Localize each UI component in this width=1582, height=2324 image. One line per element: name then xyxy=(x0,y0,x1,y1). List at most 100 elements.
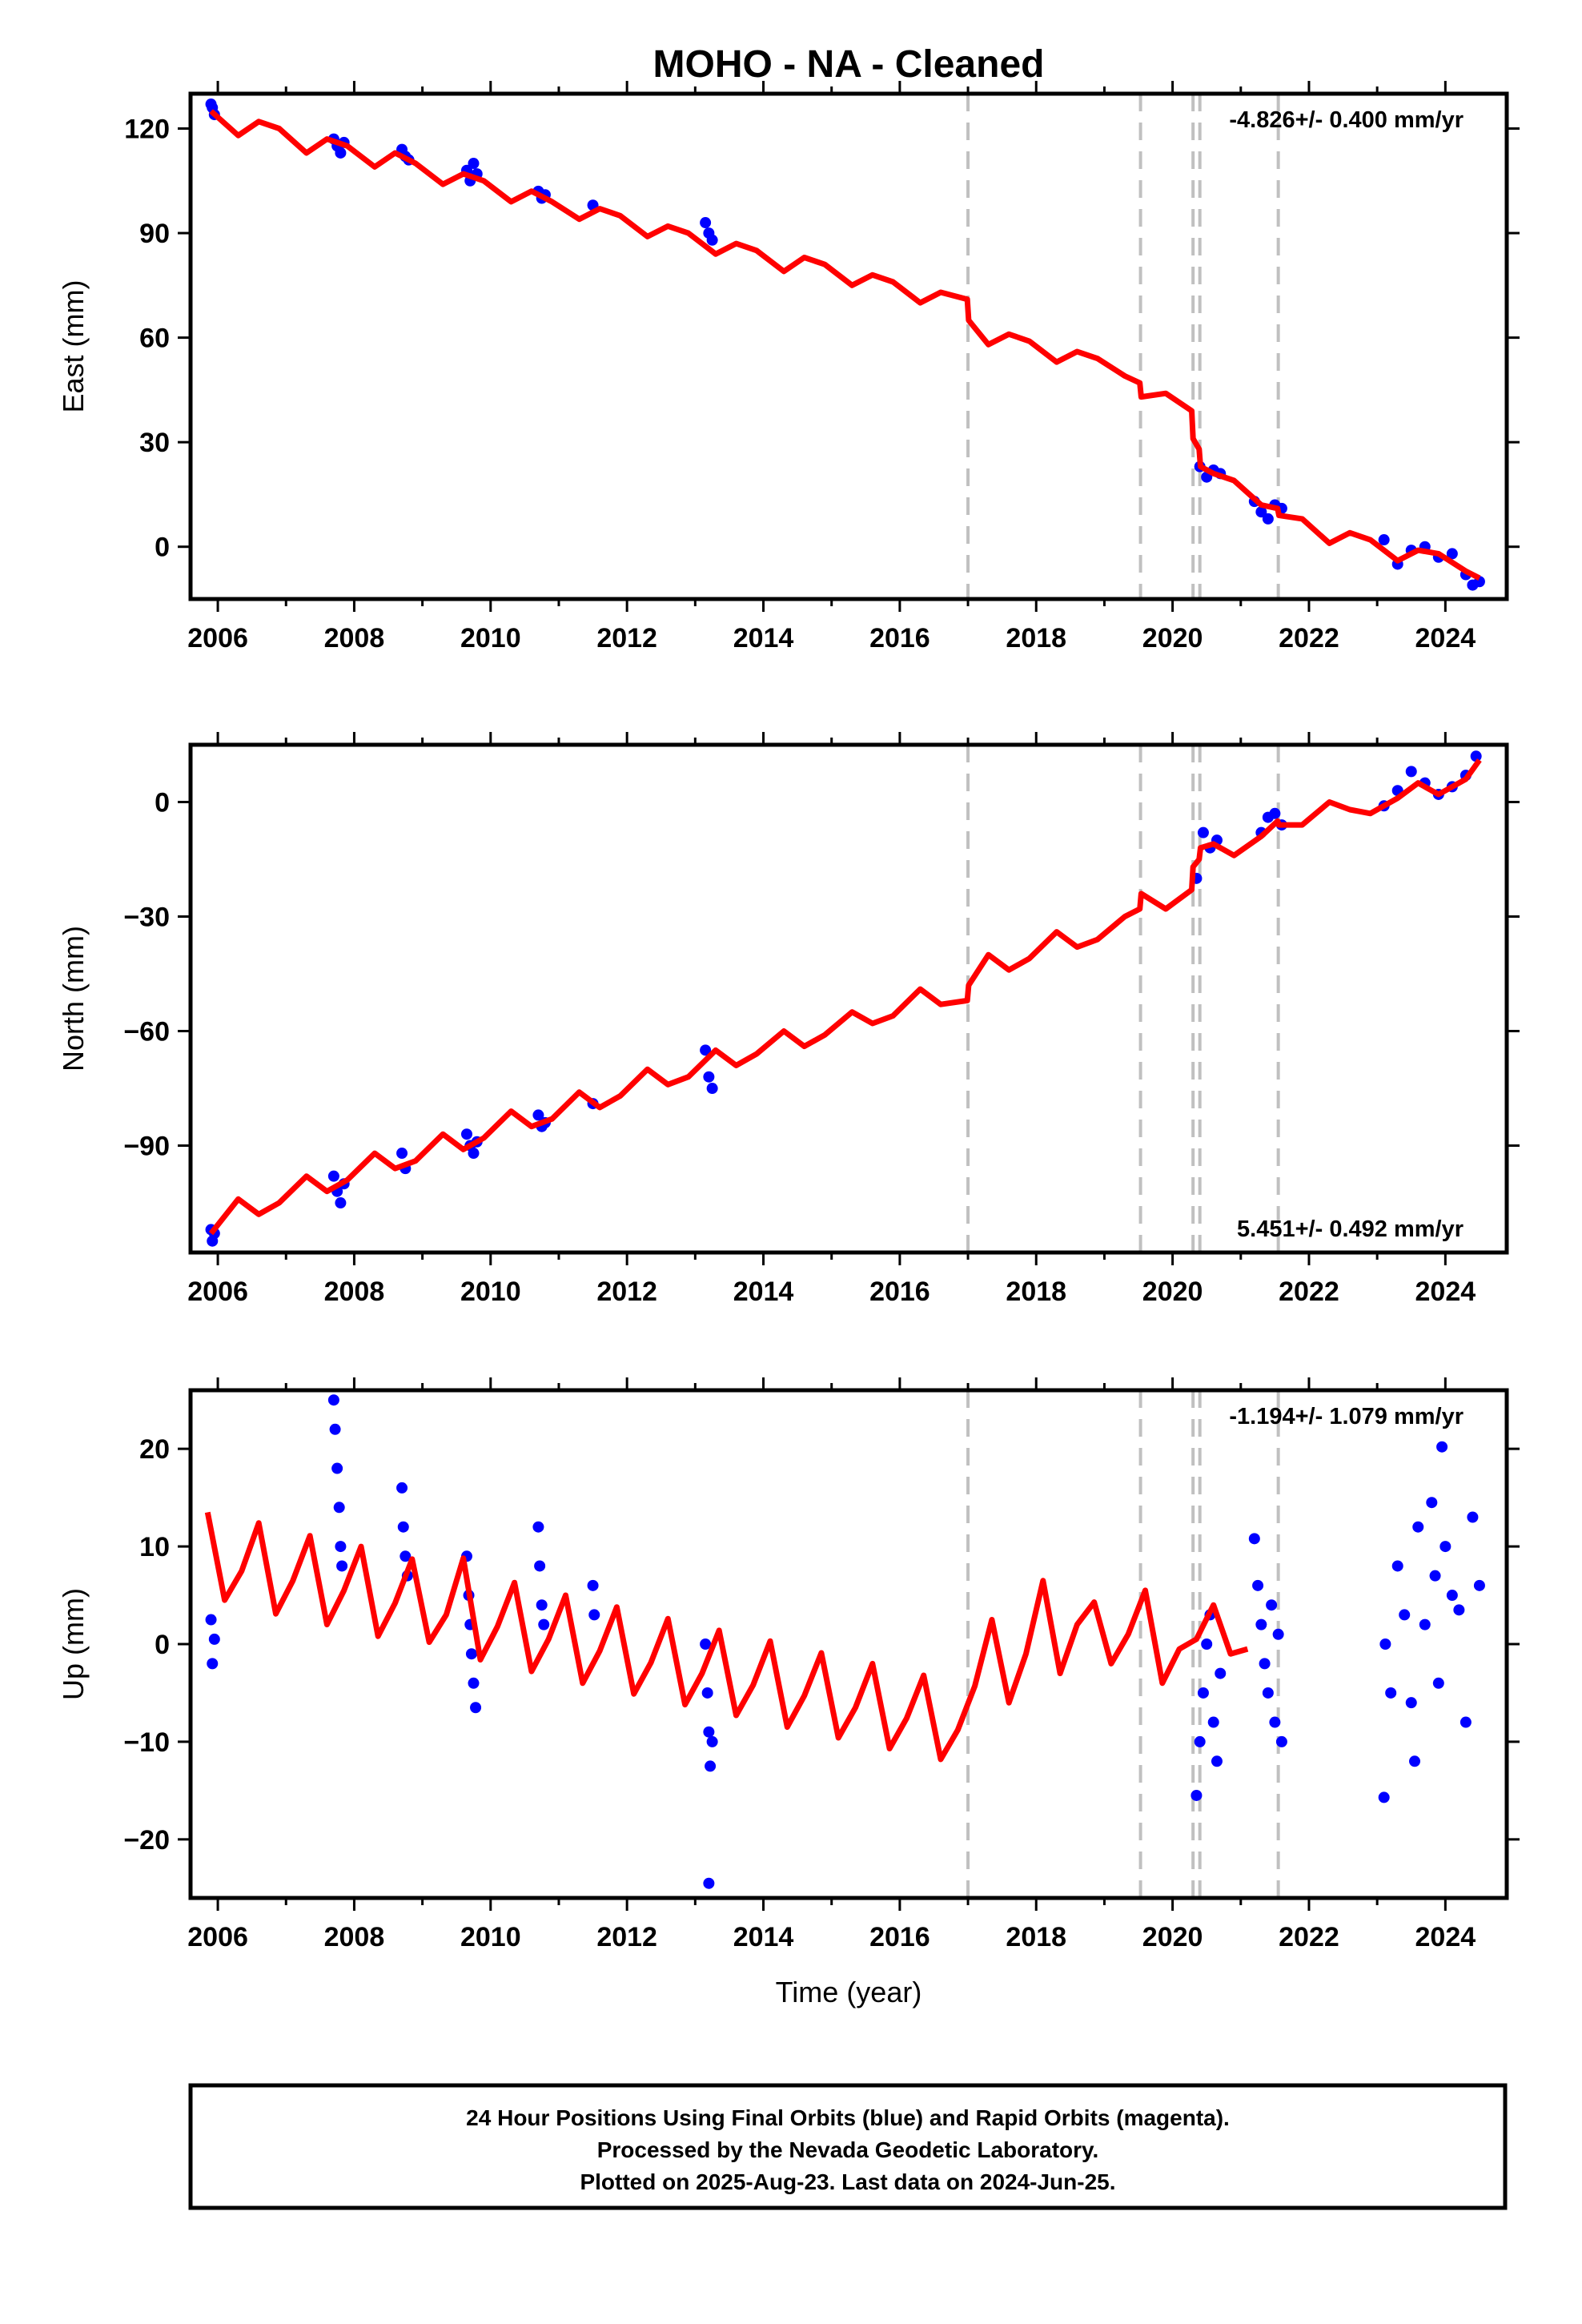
data-point-east-20 xyxy=(706,234,718,246)
data-point-up-43 xyxy=(1262,1687,1274,1699)
data-point-up-28 xyxy=(705,1760,717,1772)
y-tick-label-north--90: −90 xyxy=(123,1132,170,1162)
data-point-up-51 xyxy=(1399,1609,1411,1621)
y-axis-label-north: North (mm) xyxy=(57,926,90,1072)
data-point-up-65 xyxy=(1409,1755,1421,1767)
data-point-east-35 xyxy=(1446,548,1458,560)
x-tick-label-north-2024: 2024 xyxy=(1415,1277,1476,1307)
data-point-north-7 xyxy=(396,1148,408,1160)
y-axis-label-up: Up (mm) xyxy=(57,1588,90,1700)
x-tick-label-east-2014: 2014 xyxy=(733,623,794,653)
x-tick-label-up-2020: 2020 xyxy=(1142,1922,1203,1952)
y-tick-label-up-20: 20 xyxy=(139,1434,170,1465)
data-point-up-66 xyxy=(1436,1441,1448,1453)
data-point-up-57 xyxy=(1432,1677,1444,1689)
data-point-up-64 xyxy=(1379,1638,1391,1650)
frame-up xyxy=(188,1388,1509,1900)
data-point-up-4 xyxy=(329,1423,341,1435)
data-point-up-20 xyxy=(534,1560,546,1572)
data-point-up-18 xyxy=(470,1702,482,1714)
rate-label-north: 5.451+/- 0.492 mm/yr xyxy=(1237,1216,1464,1242)
x-tick-label-up-2024: 2024 xyxy=(1415,1922,1476,1952)
y-tick-label-up-10: 10 xyxy=(139,1532,170,1562)
data-point-up-11 xyxy=(400,1550,412,1562)
data-point-up-31 xyxy=(1191,1789,1203,1801)
y-tick-label-north--60: −60 xyxy=(123,1017,170,1047)
data-point-up-56 xyxy=(1429,1570,1441,1582)
x-tick-label-east-2006: 2006 xyxy=(187,623,248,653)
data-point-up-63 xyxy=(1473,1579,1485,1591)
y-tick-label-up--20: −20 xyxy=(123,1825,170,1856)
x-tick-label-up-2018: 2018 xyxy=(1006,1922,1066,1952)
data-point-up-46 xyxy=(1272,1628,1284,1640)
data-point-north-17 xyxy=(700,1044,712,1056)
y-tick-label-north-0: 0 xyxy=(155,788,170,818)
data-point-up-44 xyxy=(1266,1599,1278,1611)
data-point-up-39 xyxy=(1248,1533,1260,1545)
data-point-north-5 xyxy=(335,1197,347,1209)
data-point-north-18 xyxy=(703,1071,715,1083)
frame-north xyxy=(188,742,1509,1255)
y-tick-label-east-90: 90 xyxy=(139,219,170,249)
data-point-up-29 xyxy=(706,1735,718,1747)
y-tick-label-north--30: −30 xyxy=(123,903,170,933)
data-point-east-5 xyxy=(335,147,347,159)
x-tick-label-east-2020: 2020 xyxy=(1142,623,1203,653)
x-tick-label-up-2010: 2010 xyxy=(460,1922,521,1952)
data-point-north-35 xyxy=(1470,750,1482,762)
y-tick-label-east-30: 30 xyxy=(139,428,170,458)
data-point-up-16 xyxy=(465,1648,477,1660)
x-tick-label-up-2012: 2012 xyxy=(596,1922,657,1952)
panel-north: 2006 2008 2010 2012 2014 2016 2018 2020 2022 2024… xyxy=(57,732,1520,1307)
data-point-up-34 xyxy=(1201,1638,1213,1650)
frame-east xyxy=(188,91,1509,601)
x-tick-label-east-2024: 2024 xyxy=(1415,623,1476,653)
x-tick-label-north-2008: 2008 xyxy=(324,1277,385,1307)
data-point-up-19 xyxy=(532,1521,544,1533)
data-point-up-0 xyxy=(205,1614,217,1626)
data-point-up-33 xyxy=(1197,1687,1209,1699)
data-point-up-52 xyxy=(1405,1697,1417,1709)
caption-box: 24 Hour Positions Using Final Orbits (bl… xyxy=(188,2083,1508,2210)
y-tick-label-east-0: 0 xyxy=(155,533,170,563)
x-tick-label-up-2016: 2016 xyxy=(869,1922,930,1952)
x-tick-label-north-2014: 2014 xyxy=(733,1277,794,1307)
data-point-up-25 xyxy=(700,1638,712,1650)
x-tick-label-north-2022: 2022 xyxy=(1279,1277,1339,1307)
panel-east: 2006 2008 2010 2012 2014 2016 2018 2020 2022 2024… xyxy=(57,81,1520,653)
data-point-north-30 xyxy=(1405,766,1417,778)
x-tick-label-north-2012: 2012 xyxy=(596,1277,657,1307)
y-tick-label-east-120: 120 xyxy=(124,115,170,145)
model-line-east xyxy=(209,109,1481,581)
data-point-up-26 xyxy=(701,1687,713,1699)
data-point-up-32 xyxy=(1194,1735,1206,1747)
data-point-north-3 xyxy=(327,1170,339,1182)
data-point-up-5 xyxy=(331,1462,343,1474)
data-point-north-11 xyxy=(468,1148,480,1160)
data-point-up-27 xyxy=(703,1726,715,1738)
x-tick-label-up-2006: 2006 xyxy=(187,1922,248,1952)
data-point-up-22 xyxy=(538,1618,550,1630)
data-point-up-53 xyxy=(1412,1521,1424,1533)
data-point-up-9 xyxy=(396,1482,408,1494)
x-tick-label-east-2022: 2022 xyxy=(1279,623,1339,653)
data-point-up-62 xyxy=(1467,1511,1479,1523)
data-point-up-42 xyxy=(1259,1658,1271,1670)
data-point-up-38 xyxy=(1215,1667,1227,1679)
data-point-up-41 xyxy=(1255,1618,1267,1630)
y-tick-label-east-60: 60 xyxy=(139,324,170,354)
x-tick-label-up-2008: 2008 xyxy=(324,1922,385,1952)
data-point-up-8 xyxy=(336,1560,348,1572)
rate-label-up: -1.194+/- 1.079 mm/yr xyxy=(1229,1404,1464,1429)
caption-line-1: 24 Hour Positions Using Final Orbits (bl… xyxy=(466,2105,1230,2130)
data-point-up-60 xyxy=(1453,1604,1465,1616)
x-tick-label-north-2018: 2018 xyxy=(1006,1277,1066,1307)
data-point-up-40 xyxy=(1252,1579,1264,1591)
data-point-north-19 xyxy=(706,1083,718,1095)
data-point-up-54 xyxy=(1419,1618,1431,1630)
data-point-up-24 xyxy=(588,1609,600,1621)
x-tick-label-east-2018: 2018 xyxy=(1006,623,1066,653)
data-point-east-26 xyxy=(1255,506,1267,518)
x-tick-label-north-2016: 2016 xyxy=(869,1277,930,1307)
